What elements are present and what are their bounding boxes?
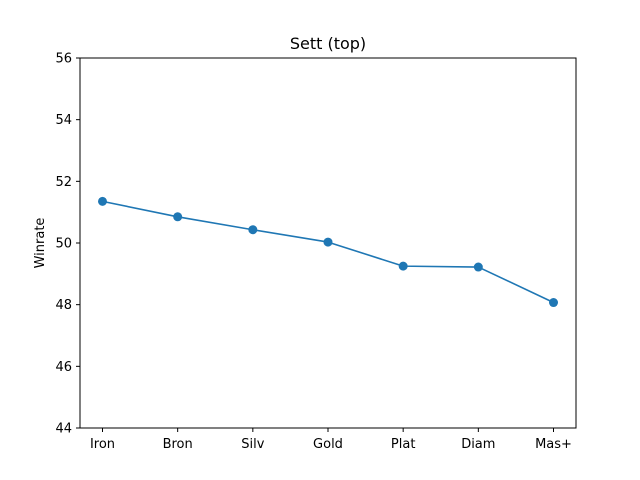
y-tick-label: 44 <box>55 422 72 437</box>
y-tick-label: 54 <box>55 113 72 128</box>
data-point-iron <box>98 196 107 206</box>
data-point-bron <box>173 212 183 222</box>
x-tick-label: Iron <box>90 437 115 452</box>
data-point-silv <box>248 225 258 235</box>
chart-title: Sett (top) <box>290 34 366 53</box>
y-tick-label: 50 <box>55 237 72 252</box>
x-tick-label: Mas+ <box>535 437 572 452</box>
x-axis-ticks: Iron Bron Silv Gold Plat Diam Mas+ <box>90 428 572 452</box>
y-tick-label: 56 <box>55 52 72 67</box>
data-point-plat <box>398 261 408 271</box>
plot-area-frame <box>79 57 577 429</box>
y-axis-ticks: 44 46 48 50 52 54 56 <box>55 52 80 437</box>
y-tick-label: 48 <box>55 298 72 313</box>
series-group <box>98 196 558 308</box>
data-point-gold <box>323 237 333 247</box>
x-tick-label: Plat <box>391 437 416 452</box>
y-tick-label: 46 <box>55 360 72 375</box>
x-tick-label: Gold <box>313 437 343 452</box>
y-tick-label: 52 <box>55 175 72 190</box>
data-point-diam <box>473 262 483 272</box>
data-point-mas <box>549 298 558 308</box>
x-tick-label: Bron <box>163 437 193 452</box>
y-axis-label: Winrate <box>33 218 48 269</box>
x-tick-label: Silv <box>241 437 264 452</box>
x-tick-label: Diam <box>461 437 495 452</box>
